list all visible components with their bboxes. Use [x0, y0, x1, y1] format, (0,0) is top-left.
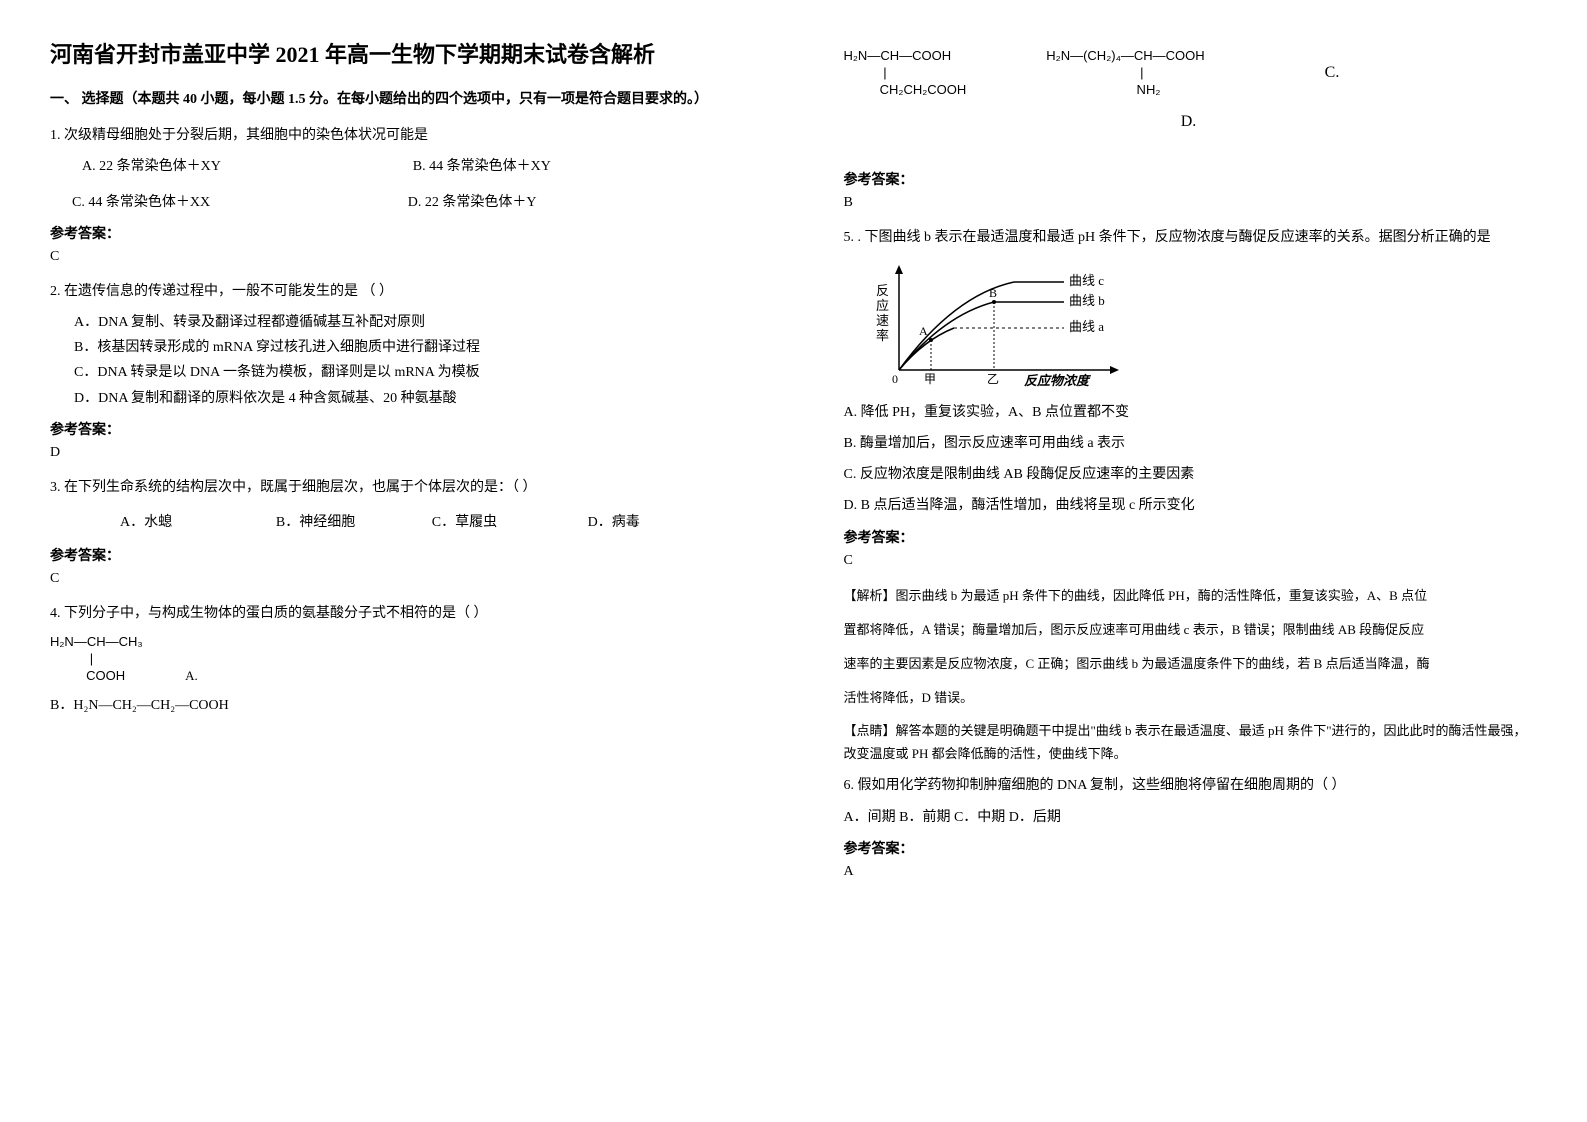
q5-explain1: 【解析】图示曲线 b 为最适 pH 条件下的曲线，因此降低 PH，酶的活性降低，… [844, 583, 1538, 609]
q1-optB: B. 44 条常染色体＋XY [413, 154, 744, 179]
q1-answer: C [50, 249, 744, 265]
q4-formulaC-l2: | [844, 65, 967, 82]
q3-optC: C．草履虫 [432, 510, 588, 535]
q4-labelD: D. [964, 113, 1414, 131]
q4-formulaC: H₂N—CH—COOH | CH₂CH₂COOH [844, 48, 967, 99]
svg-text:甲: 甲 [924, 372, 936, 386]
q2-answer: D [50, 445, 744, 461]
q1-options-row1: A. 22 条常染色体＋XY B. 44 条常染色体＋XY [82, 154, 744, 179]
q1-optA: A. 22 条常染色体＋XY [82, 154, 413, 179]
q4-optB: B．H₂N—CH₂—CH₂—COOH [50, 693, 744, 718]
q1-optC: C. 44 条常染色体＋XX [72, 190, 408, 215]
q4-labelA: A. [185, 668, 198, 685]
q3-optD: D．病毒 [588, 510, 744, 535]
q4-formulaD-l2: | [1046, 65, 1204, 82]
q4-formulaD-l1: H₂N—(CH₂)₄—CH—COOH [1046, 48, 1204, 65]
q4-formulaA: H₂N—CH—CH₃ | COOH A. [50, 634, 744, 685]
q2-stem: 2. 在遗传信息的传递过程中，一般不可能发生的是 （ ） [50, 279, 744, 304]
q2-optA: A．DNA 复制、转录及翻译过程都遵循碱基互补配对原则 [74, 310, 744, 335]
q2-optB: B．核基因转录形成的 mRNA 穿过核孔进入细胞质中进行翻译过程 [74, 335, 744, 360]
q5-explain3: 速率的主要因素是反应物浓度，C 正确；图示曲线 b 为最适温度条件下的曲线，若 … [844, 651, 1538, 677]
q5-optB: B. 酶量增加后，图示反应速率可用曲线 a 表示 [844, 431, 1538, 456]
q6-stem: 6. 假如用化学药物抑制肿瘤细胞的 DNA 复制，这些细胞将停留在细胞周期的（ … [844, 773, 1538, 798]
svg-text:曲线 b: 曲线 b [1069, 293, 1105, 308]
q4-formulaD: H₂N—(CH₂)₄—CH—COOH | NH₂ [1046, 48, 1204, 99]
q1-stem: 1. 次级精母细胞处于分裂后期，其细胞中的染色体状况可能是 [50, 123, 744, 148]
q3-optB: B．神经细胞 [276, 510, 432, 535]
q4-formulaC-l3: CH₂CH₂COOH [844, 82, 967, 99]
document-title: 河南省开封市盖亚中学 2021 年高一生物下学期期末试卷含解析 [50, 40, 744, 71]
q5-answer-label: 参考答案： [844, 527, 1538, 547]
svg-text:乙: 乙 [987, 372, 999, 386]
svg-text:率: 率 [876, 328, 889, 343]
q2-optC: C．DNA 转录是以 DNA 一条链为模板，翻译则是以 mRNA 为模板 [74, 360, 744, 385]
q1-answer-label: 参考答案： [50, 223, 744, 243]
q3-options: A．水螅 B．神经细胞 C．草履虫 D．病毒 [120, 510, 744, 535]
q4-formulaD-l3: NH₂ [1046, 82, 1204, 99]
q5-stem: 5. . 下图曲线 b 表示在最适温度和最适 pH 条件下，反应物浓度与酶促反应… [844, 225, 1538, 250]
left-column: 河南省开封市盖亚中学 2021 年高一生物下学期期末试卷含解析 一、 选择题（本… [0, 0, 794, 1122]
q5-graph: 反 应 速 率 A B 曲线 c 曲线 b 曲线 a [864, 260, 1144, 390]
svg-text:速: 速 [876, 313, 889, 328]
svg-text:0: 0 [892, 372, 898, 386]
q3-stem: 3. 在下列生命系统的结构层次中，既属于细胞层次，也属于个体层次的是：（ ） [50, 475, 744, 500]
q3-optA: A．水螅 [120, 510, 276, 535]
q4-answer: B [844, 195, 1538, 211]
q5-note: 【点睛】解答本题的关键是明确题干中提出"曲线 b 表示在最适温度、最适 pH 条… [844, 719, 1538, 766]
svg-text:反应物浓度: 反应物浓度 [1024, 373, 1092, 388]
q6-answer-label: 参考答案： [844, 838, 1538, 858]
q4-formula-CD: H₂N—CH—COOH | CH₂CH₂COOH H₂N—(CH₂)₄—CH—C… [844, 40, 1538, 107]
svg-text:曲线 a: 曲线 a [1069, 319, 1104, 334]
q5-optC: C. 反应物浓度是限制曲线 AB 段酶促反应速率的主要因素 [844, 462, 1538, 487]
q3-answer: C [50, 571, 744, 587]
q1-options-row2: C. 44 条常染色体＋XX D. 22 条常染色体＋Y [50, 190, 744, 215]
q5-explain2: 置都将降低，A 错误；酶量增加后，图示反应速率可用曲线 c 表示，B 错误；限制… [844, 617, 1538, 643]
q4-formulaA-l2: | [50, 651, 744, 668]
q6-options: A．间期 B．前期 C．中期 D．后期 [844, 805, 1538, 830]
svg-text:曲线 c: 曲线 c [1069, 273, 1104, 288]
q5-explain4: 活性将降低，D 错误。 [844, 685, 1538, 711]
q5-optA: A. 降低 PH，重复该实验，A、B 点位置都不变 [844, 400, 1538, 425]
q4-answer-label: 参考答案： [844, 169, 1538, 189]
q4-labelC: C. [1325, 64, 1340, 82]
q3-answer-label: 参考答案： [50, 545, 744, 565]
q4-stem: 4. 下列分子中，与构成生物体的蛋白质的氨基酸分子式不相符的是（ ） [50, 601, 744, 626]
q6-answer: A [844, 864, 1538, 880]
svg-text:应: 应 [876, 298, 889, 313]
section-header: 一、 选择题（本题共 40 小题，每小题 1.5 分。在每小题给出的四个选项中，… [50, 89, 744, 111]
q4-formulaA-l3: COOH [50, 668, 125, 685]
q2-answer-label: 参考答案： [50, 419, 744, 439]
q5-optD: D. B 点后适当降温，酶活性增加，曲线将呈现 c 所示变化 [844, 493, 1538, 518]
right-column: H₂N—CH—COOH | CH₂CH₂COOH H₂N—(CH₂)₄—CH—C… [794, 0, 1587, 1122]
svg-text:A: A [919, 324, 928, 338]
graph-ylabel: 反 [876, 283, 889, 298]
q4-formulaC-l1: H₂N—CH—COOH [844, 48, 967, 65]
q4-formulaA-l1: H₂N—CH—CH₃ [50, 634, 744, 651]
q1-optD: D. 22 条常染色体＋Y [408, 190, 744, 215]
q5-answer: C [844, 553, 1538, 569]
q2-optD: D．DNA 复制和翻译的原料依次是 4 种含氮碱基、20 种氨基酸 [74, 386, 744, 411]
svg-text:B: B [989, 286, 997, 300]
